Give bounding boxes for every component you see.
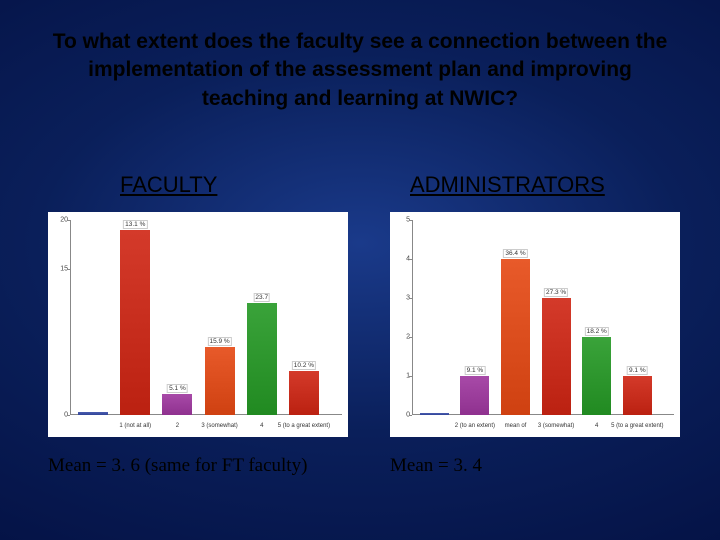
faculty-subtitle: FACULTY [120,172,217,198]
bar-value-label: 23.7 [253,293,270,302]
administrators-chart: 0 1 2 3 4 5 9.1 % 2 (to an extent) 36.4 % mean of… [390,212,680,437]
y-tick-label: 3 [394,295,410,302]
y-tick-mark [67,415,70,416]
y-tick-mark [409,415,412,416]
y-tick-label: 1 [394,373,410,380]
x-tick-label: 2 [176,423,179,429]
bar-value-label: 9.1 % [627,366,648,375]
bar: 10.2 % [289,371,319,415]
x-tick-label: 4 [260,423,263,429]
x-tick-label: 4 [595,423,598,429]
x-tick-label: 5 (to a great extent) [611,423,663,429]
x-tick-label: mean of [505,423,527,429]
y-tick-mark [409,259,412,260]
bar-value-label: 5.1 % [167,384,188,393]
bar: 23.7 [247,303,277,415]
bar-value-label: 36.4 % [503,249,527,258]
bar: 13.1 % [120,230,150,415]
x-tick-label: 3 (somewhat) [201,423,237,429]
y-tick-mark [67,269,70,270]
y-tick-label: 5 [394,217,410,224]
bar [78,412,108,415]
bar-value-label: 10.2 % [292,361,316,370]
y-tick-label: 20 [52,217,68,224]
y-tick-mark [409,298,412,299]
faculty-chart-inner: 0152013.1 %1 (not at all)5.1 %215.9 %3 (… [70,220,342,415]
faculty-mean-text: Mean = 3. 6 (same for FT faculty) [48,455,307,477]
bar-value-label: 15.9 % [207,337,231,346]
bar [420,413,449,415]
page-title: To what extent does the faculty see a co… [50,28,670,113]
x-tick-label: 1 (not at all) [119,423,151,429]
bar-value-label: 9.1 % [465,366,486,375]
bar-value-label: 18.2 % [585,327,609,336]
bar: 9.1 % [460,376,489,415]
bar: 15.9 % [205,347,235,415]
x-tick-label: 3 (somewhat) [538,423,574,429]
bar: 18.2 % [582,337,611,415]
y-tick-mark [409,337,412,338]
bar-value-label: 13.1 % [123,220,147,229]
y-axis [70,220,71,415]
y-tick-mark [67,220,70,221]
y-tick-label: 15 [52,265,68,272]
bar: 5.1 % [162,394,192,415]
y-axis [412,220,413,415]
administrators-subtitle: ADMINISTRATORS [410,172,605,198]
y-tick-label: 2 [394,334,410,341]
y-tick-label: 4 [394,256,410,263]
x-tick-label: 2 (to an extent) [455,423,495,429]
y-tick-label: 0 [394,412,410,419]
bar: 36.4 % [501,259,530,415]
x-tick-label: 5 (to a great extent) [278,423,330,429]
y-tick-mark [409,376,412,377]
bar: 9.1 % [623,376,652,415]
y-tick-mark [409,220,412,221]
bar-value-label: 27.3 % [544,288,568,297]
bar: 27.3 % [542,298,571,415]
administrators-chart-inner: 0123459.1 %2 (to an extent)36.4 %mean of… [412,220,674,415]
y-tick-label: 0 [52,412,68,419]
faculty-chart: 0 15 20 13.1 % 1 (not at all) 5.1 % 2 15.9 % 3 (… [48,212,348,437]
administrators-mean-text: Mean = 3. 4 [390,455,482,477]
